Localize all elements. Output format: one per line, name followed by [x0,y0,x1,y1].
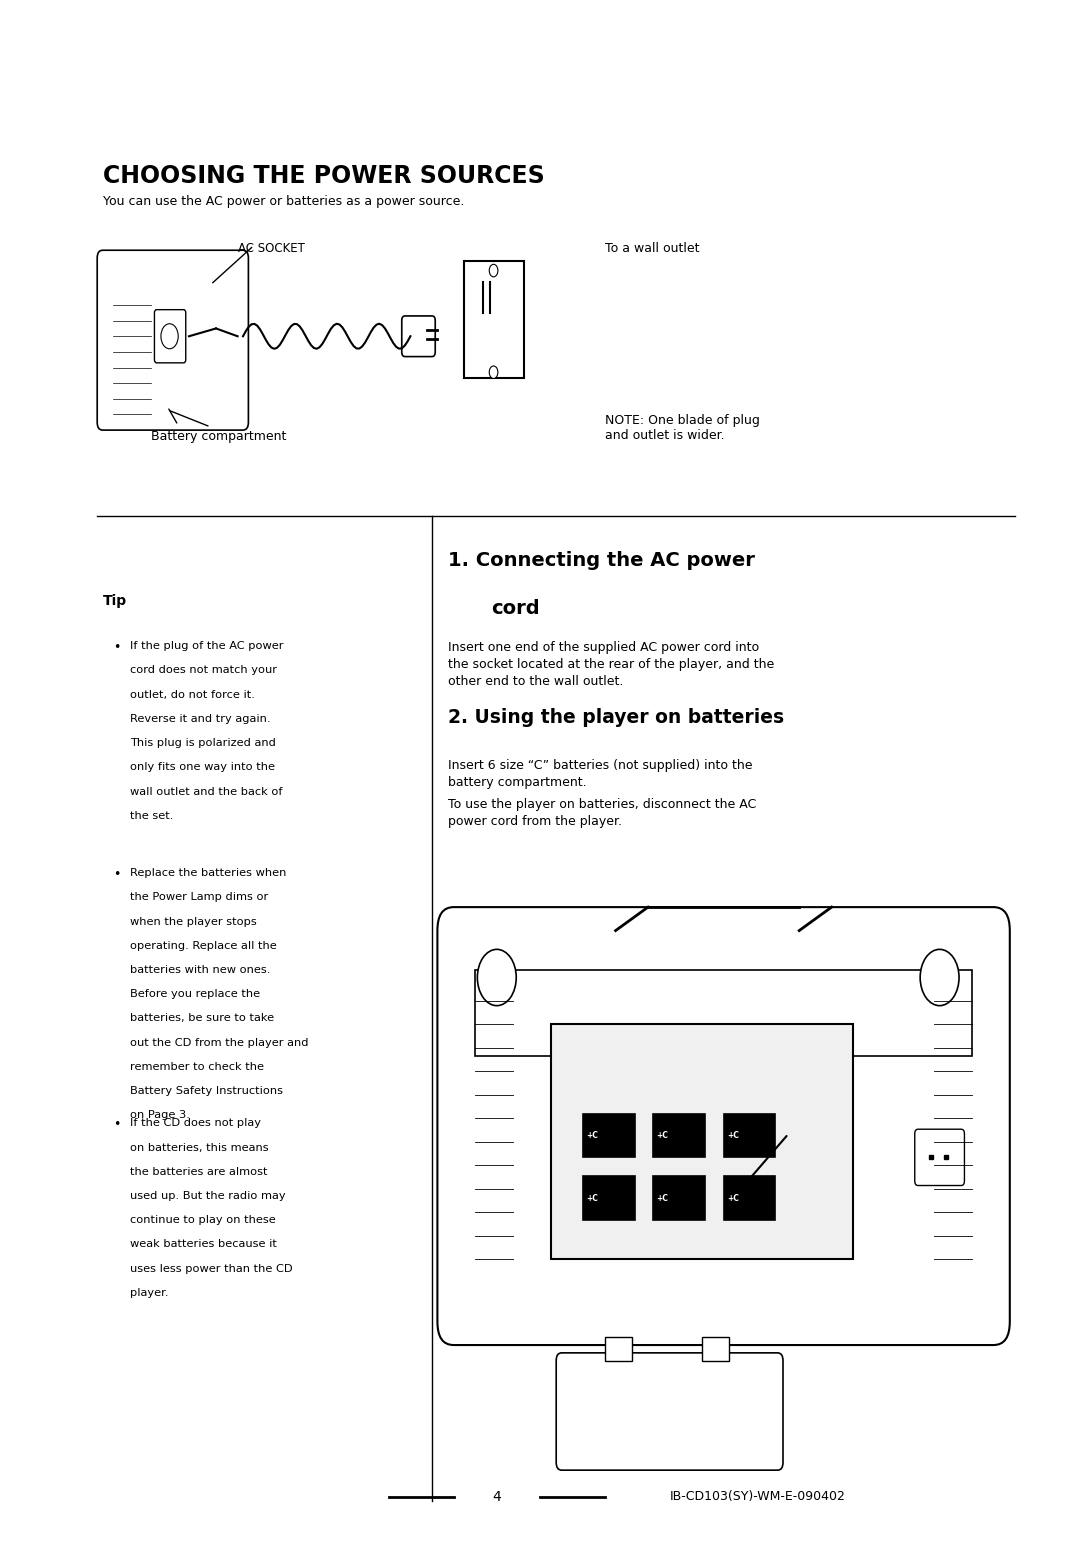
Text: To use the player on batteries, disconnect the AC
power cord from the player.: To use the player on batteries, disconne… [448,798,756,827]
Circle shape [477,949,516,1006]
FancyBboxPatch shape [915,1129,964,1186]
Text: batteries, be sure to take: batteries, be sure to take [130,1013,273,1023]
Text: •: • [113,1118,121,1131]
Text: wall outlet and the back of: wall outlet and the back of [130,787,282,796]
Bar [605,1337,632,1361]
FancyBboxPatch shape [154,310,186,363]
Bar [702,1337,729,1361]
Text: If the plug of the AC power: If the plug of the AC power [130,641,283,651]
Bar [724,1114,775,1157]
Text: 2. Using the player on batteries: 2. Using the player on batteries [448,708,784,727]
Text: weak batteries because it: weak batteries because it [130,1239,276,1250]
Text: on Page 3.: on Page 3. [130,1110,189,1120]
Bar [475,970,972,1056]
Bar [464,261,524,378]
Text: Reverse it and try again.: Reverse it and try again. [130,713,270,724]
Text: Before you replace the: Before you replace the [130,990,259,999]
Circle shape [920,949,959,1006]
Text: +C: +C [586,1131,598,1140]
Text: outlet, do not force it.: outlet, do not force it. [130,690,255,699]
Circle shape [489,366,498,378]
Text: operating. Replace all the: operating. Replace all the [130,940,276,951]
Text: out the CD from the player and: out the CD from the player and [130,1038,308,1048]
Text: NOTE: One blade of plug
and outlet is wider.: NOTE: One blade of plug and outlet is wi… [605,414,759,443]
Text: used up. But the radio may: used up. But the radio may [130,1192,285,1201]
Text: only fits one way into the: only fits one way into the [130,762,274,773]
Bar [551,1024,853,1259]
Bar [583,1176,635,1220]
Text: 4: 4 [492,1490,501,1503]
Text: the Power Lamp dims or: the Power Lamp dims or [130,891,268,902]
Text: Tip: Tip [103,594,126,608]
Text: Replace the batteries when: Replace the batteries when [130,868,286,877]
Text: To a wall outlet: To a wall outlet [605,242,700,255]
FancyBboxPatch shape [402,316,435,357]
Text: •: • [113,868,121,881]
Text: uses less power than the CD: uses less power than the CD [130,1264,293,1273]
Text: You can use the AC power or batteries as a power source.: You can use the AC power or batteries as… [103,196,464,208]
Text: This plug is polarized and: This plug is polarized and [130,738,275,748]
Text: the set.: the set. [130,810,173,821]
Text: +C: +C [727,1131,739,1140]
Text: AC SOCKET: AC SOCKET [238,242,305,255]
Text: when the player stops: when the player stops [130,917,256,926]
Bar [653,1176,705,1220]
Text: +C: +C [657,1193,669,1203]
Text: 1. Connecting the AC power: 1. Connecting the AC power [448,551,755,569]
FancyBboxPatch shape [556,1353,783,1470]
Text: If the CD does not play: If the CD does not play [130,1118,260,1128]
Text: cord does not match your: cord does not match your [130,666,276,676]
Text: +C: +C [586,1193,598,1203]
Bar [653,1114,705,1157]
Text: IB-CD103(SY)-WM-E-090402: IB-CD103(SY)-WM-E-090402 [670,1490,846,1503]
FancyBboxPatch shape [437,907,1010,1345]
FancyBboxPatch shape [97,250,248,430]
Text: batteries with new ones.: batteries with new ones. [130,965,270,974]
Text: continue to play on these: continue to play on these [130,1215,275,1225]
Text: remember to check the: remember to check the [130,1062,264,1071]
Text: on batteries, this means: on batteries, this means [130,1142,268,1153]
Text: player.: player. [130,1289,168,1298]
Circle shape [161,324,178,349]
Text: CHOOSING THE POWER SOURCES: CHOOSING THE POWER SOURCES [103,164,544,188]
Text: Battery compartment: Battery compartment [151,430,286,443]
Bar [724,1176,775,1220]
Text: +C: +C [727,1193,739,1203]
Text: Insert 6 size “C” batteries (not supplied) into the
battery compartment.: Insert 6 size “C” batteries (not supplie… [448,759,753,788]
Text: Battery Safety Instructions: Battery Safety Instructions [130,1085,283,1096]
Bar [583,1114,635,1157]
Text: •: • [113,641,121,654]
Text: Insert one end of the supplied AC power cord into
the socket located at the rear: Insert one end of the supplied AC power … [448,641,774,688]
Circle shape [489,264,498,277]
Text: cord: cord [491,599,540,618]
Text: the batteries are almost: the batteries are almost [130,1167,267,1176]
Text: +C: +C [657,1131,669,1140]
